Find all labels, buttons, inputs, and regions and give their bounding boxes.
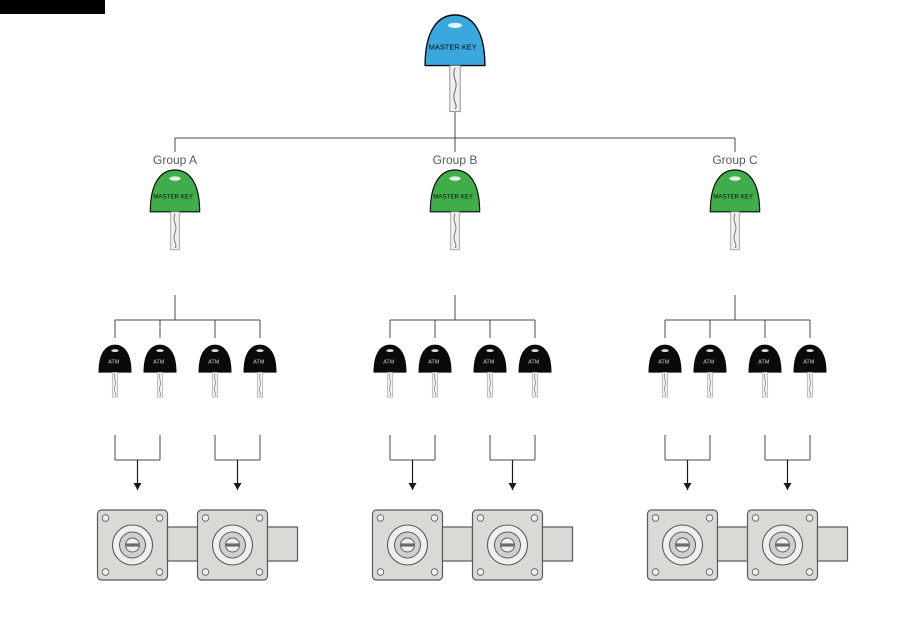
lock-6-icon xyxy=(748,510,848,580)
lock-4-icon xyxy=(473,510,573,580)
diagram-canvas: { "canvas": { "width": 900, "height": 62… xyxy=(0,0,900,621)
lock-2-icon xyxy=(198,510,298,580)
locks-layer xyxy=(0,0,900,621)
lock-3-icon xyxy=(373,510,473,580)
lock-1-icon xyxy=(98,510,198,580)
lock-5-icon xyxy=(648,510,748,580)
